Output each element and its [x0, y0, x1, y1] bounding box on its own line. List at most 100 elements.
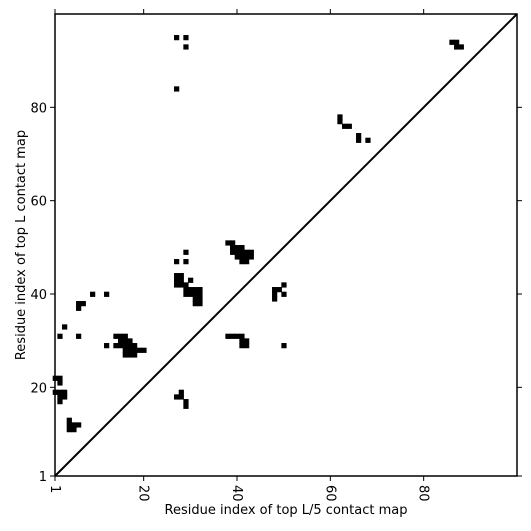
contact-cell: [66, 427, 72, 433]
contact-cell: [192, 287, 198, 293]
y-tick-label: 1: [39, 470, 47, 485]
contact-cell: [248, 249, 254, 255]
contact-cell: [113, 343, 119, 349]
contact-cell: [183, 291, 189, 297]
x-tick-label: 20: [136, 485, 151, 502]
contact-cell: [342, 123, 348, 129]
contact-cell: [272, 296, 278, 302]
contact-cell: [183, 282, 189, 288]
contact-cell: [197, 296, 203, 302]
contact-cell: [174, 277, 180, 283]
contact-cell: [57, 394, 63, 400]
contact-cell: [80, 301, 86, 307]
contact-cell: [183, 403, 189, 409]
contact-cell: [71, 422, 77, 428]
contact-cell: [454, 44, 460, 50]
contact-cell: [230, 333, 236, 339]
contact-cell: [57, 389, 63, 395]
contact-cell: [183, 35, 189, 41]
contact-cell: [122, 338, 128, 344]
contact-cell: [178, 389, 184, 395]
contact-cell: [127, 338, 133, 344]
contact-cell: [458, 44, 464, 50]
contact-cell: [76, 301, 82, 307]
contact-cell: [230, 245, 236, 251]
contact-cell: [188, 291, 194, 297]
y-tick-label: 60: [30, 195, 47, 210]
contact-cell: [225, 333, 231, 339]
contact-cell: [234, 249, 240, 255]
contact-cell: [141, 347, 147, 353]
contact-cell: [272, 287, 278, 293]
contact-cell: [244, 254, 250, 260]
contact-cell: [183, 399, 189, 405]
contact-cell: [66, 417, 72, 423]
contact-cell: [104, 291, 110, 297]
x-tick-label: 60: [322, 485, 337, 502]
contact-cell: [197, 301, 203, 307]
contact-cell: [174, 394, 180, 400]
contact-cells: [52, 35, 464, 433]
contact-cell: [337, 119, 343, 125]
contact-cell: [225, 240, 231, 246]
y-axis-label: Residue index of top L contact map: [14, 130, 29, 360]
contact-cell: [183, 287, 189, 293]
contact-cell: [239, 343, 245, 349]
contact-cell: [178, 282, 184, 288]
contact-cell: [104, 343, 110, 349]
contact-cell: [192, 296, 198, 302]
contact-cell: [174, 259, 180, 265]
contact-cell: [57, 333, 63, 339]
contact-cell: [188, 277, 194, 283]
contact-cell: [174, 273, 180, 279]
contact-cell: [76, 305, 82, 311]
contact-cell: [132, 347, 138, 353]
contact-cell: [281, 343, 287, 349]
contact-cell: [183, 249, 189, 255]
contact-cell: [244, 259, 250, 265]
contact-cell: [66, 422, 72, 428]
contact-cell: [365, 137, 371, 143]
x-axis-label: Residue index of top L/5 contact map: [165, 503, 408, 518]
contact-cell: [118, 333, 124, 339]
contact-cell: [281, 282, 287, 288]
contact-cell: [239, 333, 245, 339]
x-tick-label: 1: [47, 485, 62, 493]
contact-cell: [122, 347, 128, 353]
contact-cell: [118, 338, 124, 344]
contact-cell: [281, 291, 287, 297]
contact-cell: [192, 291, 198, 297]
contact-cell: [239, 254, 245, 260]
contact-cell: [62, 389, 68, 395]
contact-cell: [197, 287, 203, 293]
contact-cell: [71, 427, 77, 433]
contact-cell: [113, 333, 119, 339]
contact-cell: [127, 343, 133, 349]
contact-cell: [239, 259, 245, 265]
contact-cell: [57, 380, 63, 386]
contact-cell: [239, 338, 245, 344]
x-tick-label: 40: [229, 485, 244, 502]
y-tick-label: 80: [30, 101, 47, 116]
contact-cell: [178, 277, 184, 283]
contact-cell: [272, 291, 278, 297]
contact-cell: [234, 245, 240, 251]
contact-cell: [183, 44, 189, 50]
contact-cell: [239, 249, 245, 255]
contact-cell: [337, 114, 343, 120]
contact-cell: [230, 240, 236, 246]
x-tick-label: 80: [416, 485, 431, 502]
contact-cell: [62, 394, 68, 400]
contact-cell: [244, 338, 250, 344]
contact-cell: [90, 291, 96, 297]
contact-cell: [449, 39, 455, 45]
contact-cell: [122, 343, 128, 349]
contact-cell: [57, 375, 63, 381]
plot-frame: [54, 13, 518, 477]
contact-cell: [192, 301, 198, 307]
contact-cell: [454, 39, 460, 45]
contact-cell: [276, 287, 282, 293]
contact-cell: [62, 324, 68, 330]
contact-cell: [132, 343, 138, 349]
contact-cell: [178, 273, 184, 279]
